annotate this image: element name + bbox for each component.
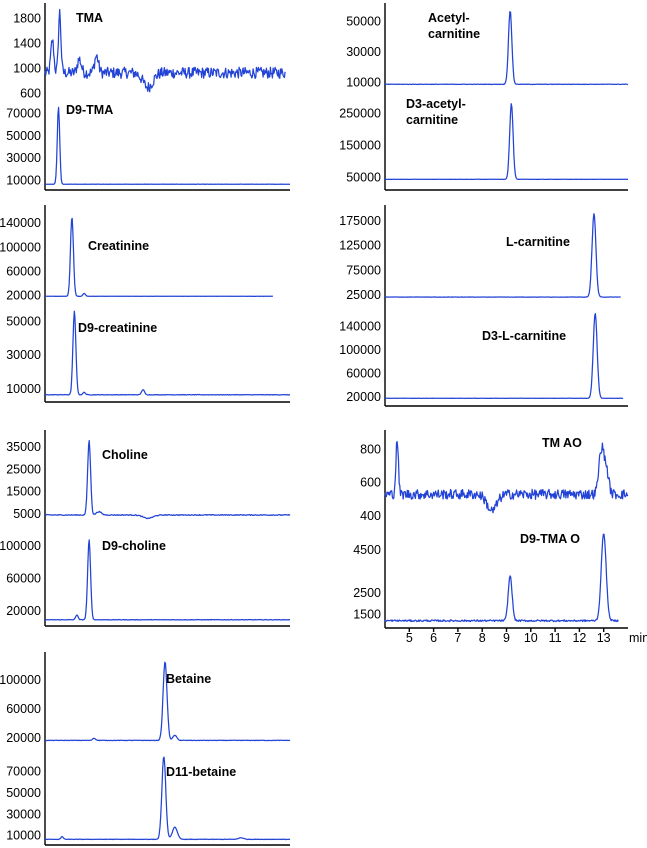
- trace-label: L-carnitine: [506, 235, 570, 249]
- y-tick-label: 1500: [353, 607, 381, 621]
- y-tick-label: 70000: [6, 765, 41, 779]
- trace-label: D9-TMA O: [520, 532, 580, 546]
- y-tick-label: 100000: [0, 240, 41, 254]
- y-tick-label: 60000: [6, 702, 41, 716]
- y-tick-label: 10000: [6, 829, 41, 843]
- trace-label: D3-acetyl-: [406, 97, 466, 111]
- y-tick-label: 20000: [6, 289, 41, 303]
- y-tick-label: 30000: [6, 807, 41, 821]
- trace-label: Acetyl-: [428, 11, 470, 25]
- trace-label: D9-choline: [102, 539, 166, 553]
- y-tick-label: 600: [20, 87, 41, 101]
- trace-label: Choline: [102, 448, 148, 462]
- y-tick-label: 100000: [0, 539, 41, 553]
- y-tick-label: 75000: [346, 263, 381, 277]
- trace-label: D9-TMA: [66, 103, 113, 117]
- y-tick-label: 800: [360, 442, 381, 456]
- y-tick-label: 30000: [6, 348, 41, 362]
- x-tick-label: 6: [430, 631, 437, 645]
- y-tick-label: 100000: [339, 343, 381, 357]
- trace-d9-tma: [45, 106, 290, 186]
- panel-group-2: 20000 60000 100000 140000 Creatinine 10000 300…: [0, 205, 290, 403]
- panel-group-5: 10000 30000 50000 Acetyl-carnitine 50000 1500…: [339, 3, 629, 191]
- y-tick-label: 25000: [346, 288, 381, 302]
- y-tick-label: 2500: [353, 586, 381, 600]
- x-tick-label: 13: [597, 631, 611, 645]
- y-tick-label: 100000: [0, 673, 41, 687]
- y-tick-label: 50000: [346, 170, 381, 184]
- y-tick-label: 10000: [6, 173, 41, 187]
- y-tick-label: 60000: [6, 264, 41, 278]
- trace-label: D3-L-carnitine: [482, 329, 566, 343]
- trace-d11-betaine: [44, 756, 291, 841]
- x-tick-label: 7: [454, 631, 461, 645]
- x-tick-label: 11: [549, 631, 562, 645]
- y-tick-label: 70000: [6, 107, 41, 121]
- trace-label: carnitine: [428, 27, 480, 41]
- trace-label: D11-betaine: [166, 765, 236, 779]
- y-tick-label: 1000: [13, 61, 41, 75]
- y-tick-label: 175000: [339, 214, 381, 228]
- y-tick-label: 20000: [346, 390, 381, 404]
- y-tick-label: 50000: [6, 786, 41, 800]
- trace-label: carnitine: [406, 113, 458, 127]
- y-tick-label: 50000: [6, 314, 41, 328]
- y-tick-label: 60000: [346, 366, 381, 380]
- y-tick-label: 5000: [13, 507, 41, 521]
- trace-label: D9-creatinine: [78, 321, 157, 335]
- x-tick-label: 10: [524, 631, 538, 645]
- y-tick-label: 4500: [353, 543, 381, 557]
- y-tick-label: 20000: [6, 731, 41, 745]
- y-tick-label: 250000: [339, 107, 381, 121]
- trace-tma: [44, 8, 286, 93]
- y-tick-label: 1400: [13, 36, 41, 50]
- y-tick-label: 1800: [13, 11, 41, 25]
- trace-acetyl-carnitine: [385, 10, 629, 86]
- trace-d3-l-carnitine: [385, 312, 624, 400]
- y-tick-label: 600: [360, 476, 381, 490]
- y-tick-label: 125000: [339, 239, 381, 253]
- y-tick-label: 50000: [346, 14, 381, 28]
- y-tick-label: 150000: [339, 139, 381, 153]
- trace-creatinine: [44, 217, 273, 298]
- x-axis-label: min: [629, 631, 647, 645]
- y-tick-label: 400: [360, 509, 381, 523]
- x-tick-label: 8: [479, 631, 486, 645]
- y-tick-label: 140000: [0, 216, 41, 230]
- y-tick-label: 25000: [6, 462, 41, 476]
- y-tick-label: 10000: [6, 382, 41, 396]
- y-tick-label: 35000: [6, 440, 41, 454]
- y-tick-label: 15000: [6, 485, 41, 499]
- panel-group-4: 20000 60000 100000 Betaine 10000 30000 50000 70…: [0, 652, 291, 846]
- x-tick-label: 5: [406, 631, 413, 645]
- trace-d3-acetyl-carnitine: [385, 103, 628, 181]
- panel-group-3: 5000 15000 25000 35000 Choline 20000 60000 1000…: [0, 430, 291, 627]
- panel-group-6: 25000 75000 125000 175000 L-carnitine 20000 60…: [339, 205, 628, 407]
- trace-label: Betaine: [166, 672, 211, 686]
- trace-l-carnitine: [384, 213, 621, 298]
- panel-group-1: 600 1000 1400 1800 TMA 10000 30000 50000 70000 D9…: [6, 3, 290, 191]
- trace-label: TMA: [76, 11, 103, 25]
- y-tick-label: 140000: [339, 319, 381, 333]
- x-tick-label: 12: [572, 631, 586, 645]
- y-tick-label: 30000: [6, 151, 41, 165]
- y-tick-label: 10000: [346, 76, 381, 90]
- y-tick-label: 30000: [346, 45, 381, 59]
- y-tick-label: 50000: [6, 129, 41, 143]
- trace-d9-creatinine: [44, 310, 290, 396]
- y-tick-label: 60000: [6, 572, 41, 586]
- trace-choline: [44, 439, 291, 520]
- trace-d9-choline: [44, 539, 290, 621]
- trace-betaine: [44, 661, 291, 742]
- trace-label: TM AO: [542, 436, 582, 450]
- trace-label: Creatinine: [88, 239, 149, 253]
- trace-tmao: [384, 440, 629, 514]
- trace-d9-tmao: [384, 533, 619, 623]
- y-tick-label: 20000: [6, 604, 41, 618]
- x-tick-label: 9: [503, 631, 510, 645]
